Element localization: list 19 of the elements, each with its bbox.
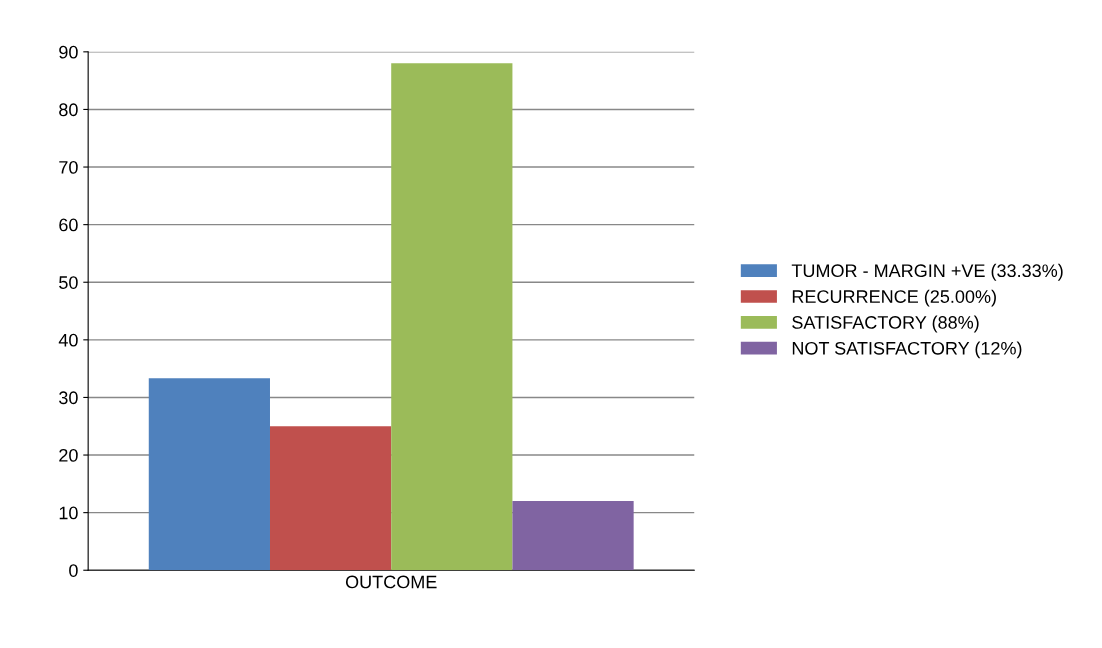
y-tick-label: 10 [59,506,78,520]
bar [391,63,513,571]
legend-label: SATISFACTORY (88%) [792,315,979,333]
legend-label: TUMOR - MARGIN +VE (33.33%) [791,263,1063,281]
legend-label: NOT SATISFACTORY (12%) [792,341,1022,359]
y-tick-label: 30 [59,391,78,405]
bar [269,426,392,571]
bar [148,378,270,571]
y-tick-label: 0 [69,564,78,577]
y-tick-label: 80 [59,103,78,117]
y-tick-label: 60 [59,218,78,232]
y-tick-label: 50 [59,276,78,289]
x-tick-label: OUTCOME [345,575,437,589]
y-tick-label: 20 [59,448,78,462]
y-tick-label: 90 [59,45,78,59]
y-tick-label: 70 [59,160,78,174]
y-tick-label: 40 [58,333,78,347]
bar [512,501,634,571]
legend-label: RECURRENCE (25.00%) [792,289,996,307]
